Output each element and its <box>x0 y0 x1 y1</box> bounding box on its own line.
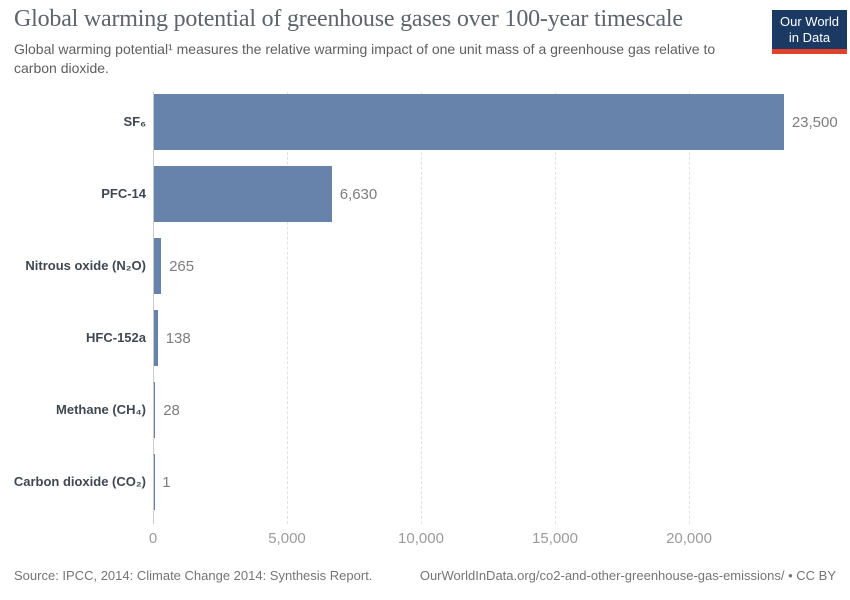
category-label: PFC-14 <box>101 185 146 201</box>
bar-chart: 0 5,000 10,000 15,000 20,000 SF₆ 23,500 PFC-14 6… <box>0 92 850 562</box>
gridline <box>287 92 288 524</box>
category-label: Carbon dioxide (CO₂) <box>13 473 146 489</box>
chart-subtitle: Global warming potential¹ measures the r… <box>14 40 715 78</box>
x-axis-tick-label: 0 <box>148 530 158 547</box>
bar[interactable] <box>154 310 158 366</box>
gridline <box>421 92 422 524</box>
y-axis-line <box>153 92 154 524</box>
bar-value-label: 28 <box>163 401 180 419</box>
owid-logo[interactable]: Our World in Data <box>772 10 847 54</box>
bar-value-label: 23,500 <box>791 113 838 131</box>
bar[interactable] <box>154 166 332 222</box>
subtitle-line-2: carbon dioxide. <box>14 60 109 76</box>
source-note: Source: IPCC, 2014: Climate Change 2014:… <box>14 568 373 583</box>
logo-line-2: in Data <box>788 30 831 45</box>
category-label: HFC-152a <box>86 329 146 345</box>
bar-value-label: 138 <box>165 329 191 347</box>
footer-link[interactable]: OurWorldInData.org/co2-and-other-greenho… <box>419 568 836 583</box>
bar[interactable] <box>154 382 156 438</box>
category-label: SF₆ <box>123 113 146 129</box>
chart-title: Global warming potential of greenhouse g… <box>14 6 683 32</box>
chart-footer: Source: IPCC, 2014: Climate Change 2014:… <box>14 568 836 583</box>
logo-line-1: Our World <box>780 14 839 29</box>
bar[interactable] <box>154 238 162 294</box>
bar-value-label: 1 <box>162 473 171 491</box>
bar-value-label: 6,630 <box>339 185 378 203</box>
x-axis-tick-label: 15,000 <box>532 530 578 547</box>
bar[interactable] <box>154 94 784 150</box>
gridline <box>689 92 691 524</box>
category-label: Methane (CH₄) <box>56 401 146 417</box>
gridline <box>555 92 556 524</box>
category-label: Nitrous oxide (N₂O) <box>25 257 146 273</box>
subtitle-line-1: Global warming potential¹ measures the r… <box>14 41 716 57</box>
x-axis-tick-label: 5,000 <box>268 530 306 547</box>
x-axis-tick-label: 10,000 <box>398 530 444 547</box>
bar-value-label: 265 <box>169 257 195 275</box>
x-axis-tick-label: 20,000 <box>666 530 712 547</box>
